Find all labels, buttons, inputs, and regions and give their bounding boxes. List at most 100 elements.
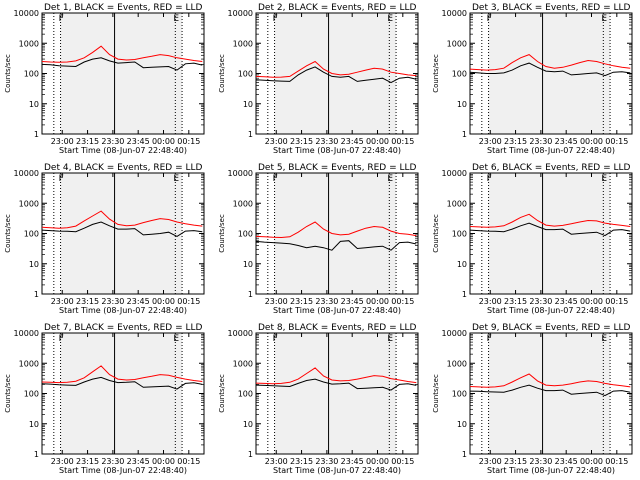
shaded-interval bbox=[328, 13, 397, 134]
x-axis-label: Start Time (08-Jun-07 22:48:40) bbox=[487, 306, 615, 315]
x-tick-label: 00:15 bbox=[605, 297, 628, 306]
x-tick-label: 23:30 bbox=[101, 137, 124, 146]
y-tick-label: 1000 bbox=[447, 359, 467, 368]
events-series-line bbox=[255, 378, 417, 391]
x-axis-label: Start Time (08-Jun-07 22:48:40) bbox=[273, 466, 401, 475]
panel-title: Det 7, BLACK = Events, RED = LLD bbox=[44, 323, 203, 333]
y-tick-label: 1000 bbox=[447, 199, 467, 208]
shaded-interval bbox=[114, 333, 183, 454]
x-tick-label: 23:45 bbox=[341, 457, 364, 466]
x-tick-label: 23:30 bbox=[101, 297, 124, 306]
y-tick-label: 10000 bbox=[442, 169, 467, 178]
x-tick-label: 23:30 bbox=[315, 297, 338, 306]
shaded-interval bbox=[274, 333, 329, 454]
events-series-line bbox=[469, 62, 631, 77]
y-tick-label: 10 bbox=[29, 420, 39, 429]
lld-series-line bbox=[255, 221, 417, 239]
x-tick-label: 23:45 bbox=[127, 297, 150, 306]
shaded-interval bbox=[60, 173, 115, 294]
x-tick-label: 23:45 bbox=[341, 137, 364, 146]
y-axis-label: Counts/sec bbox=[432, 214, 440, 253]
shaded-interval bbox=[488, 333, 543, 454]
x-tick-label: 00:15 bbox=[177, 137, 200, 146]
y-tick-label: 1 bbox=[248, 130, 253, 139]
marker-label: E bbox=[173, 334, 179, 344]
x-axis-label: Start Time (08-Jun-07 22:48:40) bbox=[273, 146, 401, 155]
marker-label: F bbox=[273, 334, 278, 344]
y-tick-label: 10 bbox=[29, 100, 39, 109]
lld-series-line bbox=[469, 373, 631, 388]
x-tick-label: 23:15 bbox=[76, 137, 99, 146]
y-tick-label: 1000 bbox=[447, 39, 467, 48]
y-tick-label: 10000 bbox=[442, 329, 467, 338]
x-tick-label: 00:00 bbox=[580, 137, 603, 146]
marker-label: E bbox=[601, 334, 607, 344]
panel-title: Det 3, BLACK = Events, RED = LLD bbox=[472, 3, 631, 13]
marker-label: F bbox=[273, 174, 278, 184]
y-axis-label: Counts/sec bbox=[218, 374, 226, 413]
x-tick-label: 23:30 bbox=[529, 297, 552, 306]
x-tick-label: 23:00 bbox=[479, 457, 502, 466]
y-tick-label: 10000 bbox=[14, 169, 39, 178]
x-axis-label: Start Time (08-Jun-07 22:48:40) bbox=[59, 306, 187, 315]
marker-label: E bbox=[387, 14, 393, 24]
panel-title: Det 2, BLACK = Events, RED = LLD bbox=[258, 3, 417, 13]
y-axis-label: Counts/sec bbox=[432, 54, 440, 93]
x-tick-label: 23:45 bbox=[127, 137, 150, 146]
detector-panel-8: Det 8, BLACK = Events, RED = LLD 1 10 100 10… bbox=[218, 323, 419, 475]
y-tick-label: 1 bbox=[34, 450, 39, 459]
x-tick-label: 23:15 bbox=[76, 297, 99, 306]
x-tick-label: 23:30 bbox=[315, 137, 338, 146]
x-tick-label: 00:15 bbox=[605, 457, 628, 466]
detector-panel-6: Det 6, BLACK = Events, RED = LLD 1 10 100 10… bbox=[432, 163, 633, 315]
events-series-line bbox=[255, 66, 417, 84]
x-tick-label: 23:00 bbox=[265, 457, 288, 466]
events-series-line bbox=[41, 376, 203, 390]
y-tick-label: 10 bbox=[243, 100, 253, 109]
shaded-interval bbox=[60, 333, 115, 454]
x-tick-label: 23:00 bbox=[479, 137, 502, 146]
x-tick-label: 23:45 bbox=[555, 457, 578, 466]
y-tick-label: 100 bbox=[452, 70, 467, 79]
x-tick-label: 23:15 bbox=[504, 297, 527, 306]
x-axis-label: Start Time (08-Jun-07 22:48:40) bbox=[487, 146, 615, 155]
x-tick-label: 23:45 bbox=[127, 457, 150, 466]
x-axis-label: Start Time (08-Jun-07 22:48:40) bbox=[59, 146, 187, 155]
panel-title: Det 5, BLACK = Events, RED = LLD bbox=[258, 163, 417, 173]
panel-title: Det 8, BLACK = Events, RED = LLD bbox=[258, 323, 417, 333]
x-tick-label: 00:00 bbox=[366, 137, 389, 146]
marker-label: E bbox=[173, 14, 179, 24]
lld-series-line bbox=[469, 213, 631, 228]
shaded-interval bbox=[488, 173, 543, 294]
x-tick-label: 00:00 bbox=[366, 457, 389, 466]
y-tick-label: 100 bbox=[238, 230, 253, 239]
y-tick-label: 100 bbox=[24, 230, 39, 239]
y-tick-label: 1 bbox=[34, 290, 39, 299]
y-tick-label: 1 bbox=[34, 130, 39, 139]
shaded-interval bbox=[328, 333, 397, 454]
y-tick-label: 1000 bbox=[233, 39, 253, 48]
x-tick-label: 23:45 bbox=[341, 297, 364, 306]
lld-series-line bbox=[41, 365, 203, 384]
y-tick-label: 100 bbox=[24, 390, 39, 399]
y-axis-label: Counts/sec bbox=[4, 54, 12, 93]
x-tick-label: 23:30 bbox=[529, 137, 552, 146]
lld-series-line bbox=[255, 60, 417, 78]
x-tick-label: 23:00 bbox=[51, 137, 74, 146]
x-tick-label: 23:30 bbox=[315, 457, 338, 466]
x-tick-label: 00:00 bbox=[580, 297, 603, 306]
x-tick-label: 23:15 bbox=[290, 457, 313, 466]
marker-label: F bbox=[59, 174, 64, 184]
x-tick-label: 23:15 bbox=[504, 137, 527, 146]
y-tick-label: 100 bbox=[24, 70, 39, 79]
x-axis-label: Start Time (08-Jun-07 22:48:40) bbox=[59, 466, 187, 475]
marker-label: F bbox=[59, 14, 64, 24]
events-series-line bbox=[469, 384, 631, 397]
marker-label: E bbox=[387, 174, 393, 184]
y-tick-label: 1 bbox=[462, 130, 467, 139]
y-tick-label: 10000 bbox=[14, 329, 39, 338]
x-tick-label: 23:00 bbox=[51, 457, 74, 466]
shaded-interval bbox=[114, 13, 183, 134]
shaded-interval bbox=[60, 13, 115, 134]
